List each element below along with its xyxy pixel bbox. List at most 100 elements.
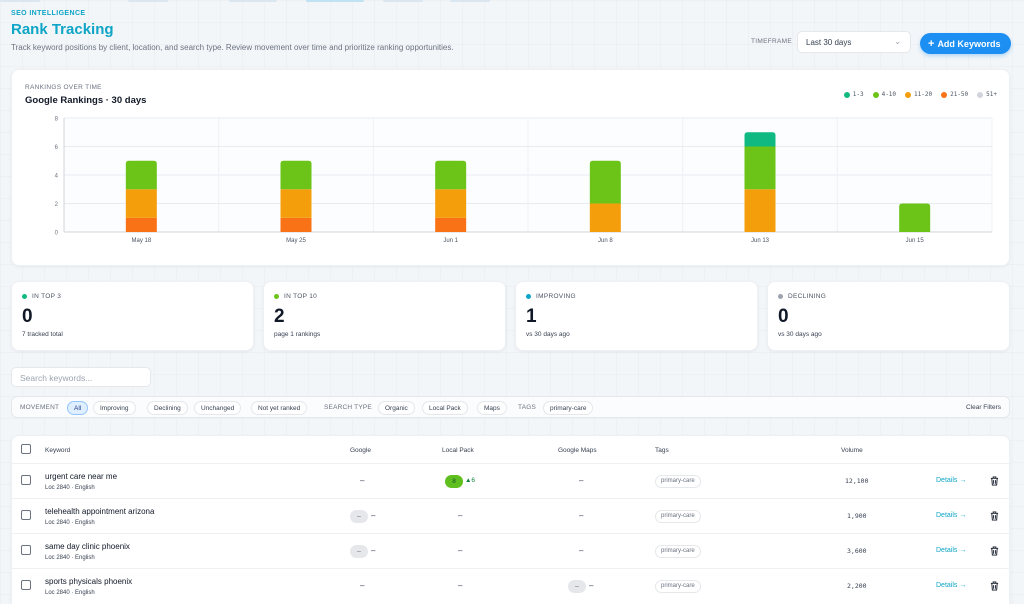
trash-icon[interactable] (990, 581, 999, 591)
chevron-down-icon: ⌄ (894, 37, 901, 46)
stat-label: IN TOP 10 (284, 293, 318, 300)
column-header-volume[interactable]: Volume (841, 447, 863, 454)
select-all-checkbox[interactable] (21, 444, 31, 454)
stat-sub: vs 30 days ago (778, 331, 822, 338)
bar-segment (744, 146, 776, 190)
keyword-location: Loc 2840 · English (45, 520, 95, 526)
trash-icon[interactable] (990, 476, 999, 486)
bar-segment (435, 189, 467, 218)
search-volume: 2,200 (847, 582, 867, 590)
bar-segment (435, 217, 467, 232)
bar-segment (280, 160, 312, 190)
top-nav-strip (0, 0, 1024, 3)
local-pack-rank: – (458, 511, 463, 520)
filter-chip-organic[interactable]: Organic (378, 401, 415, 415)
filter-chip-improving[interactable]: Improving (93, 401, 136, 415)
keyword-location: Loc 2840 · English (45, 485, 95, 491)
details-link[interactable]: Details → (936, 582, 967, 589)
tag-badge[interactable]: primary-care (655, 475, 701, 488)
y-tick-label: 2 (55, 202, 59, 208)
column-header-local-pack[interactable]: Local Pack (442, 447, 474, 454)
stat-label: DECLINING (788, 293, 827, 300)
timeframe-label: TIMEFRAME (751, 38, 792, 45)
legend-dot (872, 91, 879, 98)
legend-item: 1-3 (843, 91, 864, 98)
maps-rank-change: – (589, 581, 594, 590)
table-row: same day clinic phoenix Loc 2840 · Engli… (12, 533, 1011, 568)
tag-badge[interactable]: primary-care (655, 545, 701, 558)
legend-dot (843, 91, 850, 98)
filter-chip-all[interactable]: All (67, 401, 89, 415)
column-header-keyword[interactable]: Keyword (45, 447, 71, 454)
bar-segment (280, 217, 312, 232)
stat-card-top3: IN TOP 3 0 7 tracked total (11, 281, 254, 351)
keyword-text: telehealth appointment arizona (45, 507, 155, 516)
search-volume: 12,100 (845, 477, 869, 485)
google-rank-change: – (371, 546, 376, 555)
stat-label-row: IMPROVING (526, 293, 576, 300)
clear-filters-button[interactable]: Clear Filters (965, 404, 1001, 411)
chart-title: Google Rankings · 30 days (25, 95, 147, 106)
row-checkbox[interactable] (21, 475, 31, 485)
local-pack-rank: – (458, 581, 463, 590)
page-eyebrow: SEO INTELLIGENCE (11, 10, 86, 17)
stat-sub: page 1 rankings (274, 331, 321, 338)
stat-sub: vs 30 days ago (526, 331, 570, 338)
filter-chip-local-pack[interactable]: Local Pack (422, 401, 468, 415)
legend-item: 51+ (977, 91, 997, 98)
column-header-tags[interactable]: Tags (655, 447, 669, 454)
legend-label: 21-50 (950, 91, 969, 98)
google-rank-badge: – (350, 545, 368, 558)
trash-icon[interactable] (990, 511, 999, 521)
row-checkbox[interactable] (21, 545, 31, 555)
plus-icon: + (928, 38, 935, 50)
chart-legend: 1-3 4-10 11-20 21-50 51+ (843, 91, 997, 98)
search-type-filter-label: SEARCH TYPE (324, 404, 372, 411)
tag-badge[interactable]: primary-care (655, 580, 701, 593)
details-link[interactable]: Details → (936, 512, 967, 519)
search-input[interactable]: Search keywords... (11, 367, 151, 387)
search-volume: 3,600 (847, 547, 867, 555)
x-tick-label: Jun 13 (751, 238, 770, 244)
bar-segment (435, 160, 467, 190)
bar-segment (744, 189, 776, 232)
status-dot (778, 294, 783, 299)
legend-item: 4-10 (872, 91, 896, 98)
legend-label: 11-20 (914, 91, 933, 98)
filter-chip-unchanged[interactable]: Unchanged (194, 401, 242, 415)
google-rank-change: – (371, 511, 376, 520)
column-header-google[interactable]: Google (350, 447, 371, 454)
x-tick-label: Jun 8 (598, 238, 613, 244)
legend-dot (941, 91, 948, 98)
legend-label: 51+ (986, 91, 997, 98)
stat-card-declining: DECLINING 0 vs 30 days ago (767, 281, 1010, 351)
y-tick-label: 4 (55, 174, 59, 180)
y-tick-label: 8 (55, 117, 59, 123)
stat-label-row: IN TOP 3 (22, 293, 61, 300)
filter-chip-primary-care[interactable]: primary-care (543, 401, 594, 415)
trash-icon[interactable] (990, 546, 999, 556)
bar-segment (125, 217, 157, 232)
movement-filter-label: MOVEMENT (20, 404, 60, 411)
filter-bar: MOVEMENT All Improving Declining Unchang… (11, 396, 1010, 418)
stat-value: 0 (22, 306, 33, 327)
timeframe-select[interactable]: Last 30 days ⌄ (797, 31, 911, 53)
keyword-location: Loc 2840 · English (45, 590, 95, 596)
details-link[interactable]: Details → (936, 477, 967, 484)
filter-chip-not-yet-ranked[interactable]: Not yet ranked (251, 401, 308, 415)
add-keywords-button[interactable]: + Add Keywords (920, 33, 1011, 54)
filter-chip-maps[interactable]: Maps (477, 401, 507, 415)
rankings-bar-chart: 0 2 4 6 8 May 18 May 25 Jun 1 Jun 8 Jun 13 Jun 15 (55, 117, 993, 244)
column-header-google-maps[interactable]: Google Maps (558, 447, 597, 454)
tag-badge[interactable]: primary-care (655, 510, 701, 523)
keywords-table: Keyword Google Local Pack Google Maps Ta… (11, 435, 1011, 604)
stat-label-row: DECLINING (778, 293, 826, 300)
bar-segment (589, 203, 621, 232)
details-link[interactable]: Details → (936, 547, 967, 554)
tags-filter-label: TAGS (518, 404, 537, 411)
table-row: urgent care near me Loc 2840 · English –… (12, 463, 1011, 498)
stat-value: 0 (778, 306, 789, 327)
filter-chip-declining[interactable]: Declining (147, 401, 188, 415)
row-checkbox[interactable] (21, 510, 31, 520)
row-checkbox[interactable] (21, 580, 31, 590)
